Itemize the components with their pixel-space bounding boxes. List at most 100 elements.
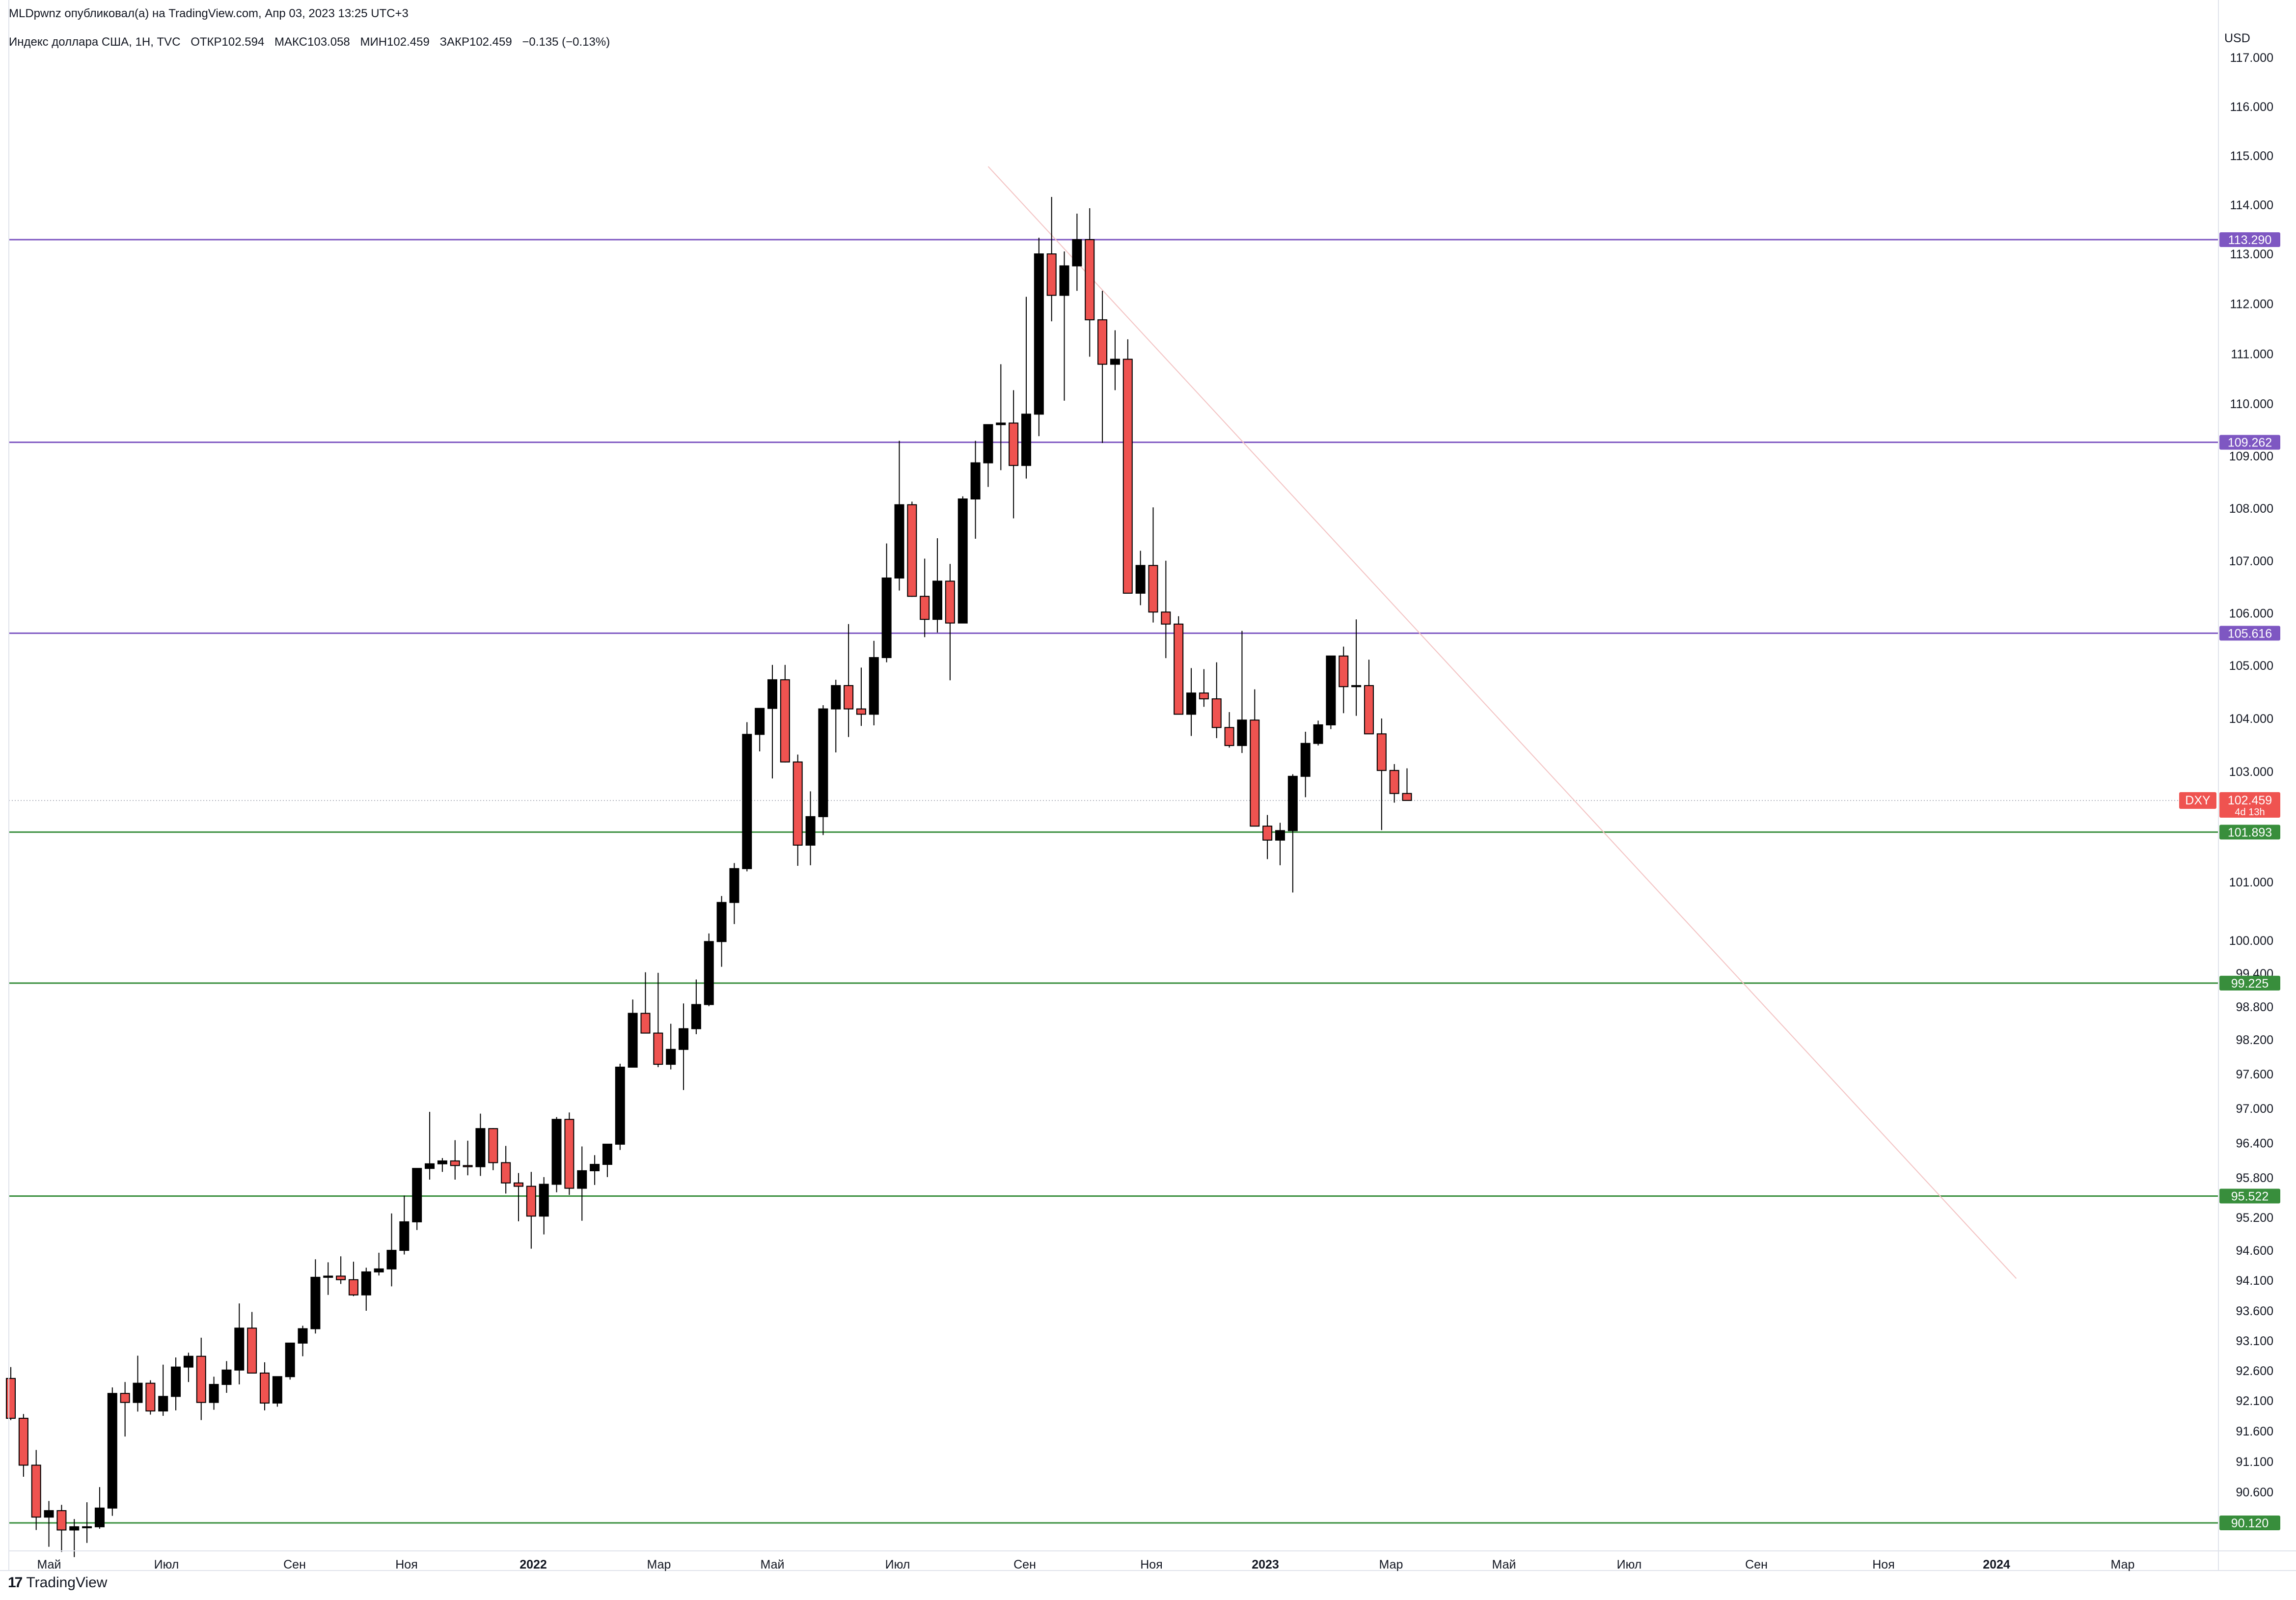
candle[interactable]: [577, 1146, 587, 1221]
candle[interactable]: [755, 708, 765, 751]
candle[interactable]: [310, 1259, 321, 1334]
candle[interactable]: [1402, 768, 1412, 801]
candle[interactable]: [412, 1168, 422, 1230]
candle[interactable]: [234, 1303, 245, 1385]
candle[interactable]: [767, 664, 777, 779]
candle[interactable]: [475, 1113, 486, 1176]
candle[interactable]: [158, 1364, 168, 1416]
candle[interactable]: [298, 1325, 308, 1356]
candle[interactable]: [564, 1112, 574, 1195]
candle[interactable]: [133, 1355, 143, 1412]
candle[interactable]: [514, 1173, 523, 1221]
candle[interactable]: [793, 754, 803, 866]
candle[interactable]: [386, 1213, 397, 1287]
candle[interactable]: [1211, 662, 1222, 738]
candle[interactable]: [970, 441, 981, 539]
candle[interactable]: [82, 1502, 92, 1543]
candle[interactable]: [1339, 646, 1349, 714]
symbol-info[interactable]: Индекс доллара США, 1Н, TVC: [9, 35, 181, 49]
candle[interactable]: [1376, 718, 1387, 830]
candle[interactable]: [729, 863, 739, 924]
candle[interactable]: [679, 1003, 689, 1090]
candle[interactable]: [145, 1380, 156, 1415]
candle[interactable]: [361, 1268, 371, 1311]
candle[interactable]: [1046, 197, 1057, 322]
candle[interactable]: [869, 640, 879, 726]
candle[interactable]: [348, 1262, 358, 1297]
candle[interactable]: [1389, 764, 1399, 803]
candle[interactable]: [260, 1362, 270, 1410]
candle[interactable]: [653, 972, 663, 1067]
candle[interactable]: [1224, 712, 1234, 748]
candle[interactable]: [805, 791, 816, 865]
candle[interactable]: [1364, 660, 1374, 735]
candle[interactable]: [1097, 291, 1108, 443]
candle[interactable]: [1326, 655, 1336, 729]
candle[interactable]: [1186, 668, 1197, 736]
candle[interactable]: [107, 1387, 117, 1516]
candle[interactable]: [856, 667, 866, 726]
candle[interactable]: [399, 1195, 410, 1255]
candle[interactable]: [272, 1376, 282, 1407]
candle[interactable]: [932, 538, 943, 633]
tradingview-logo[interactable]: 17 TradingView: [8, 1574, 107, 1591]
candle[interactable]: [120, 1382, 130, 1437]
candle[interactable]: [628, 999, 638, 1068]
candle[interactable]: [1059, 251, 1069, 401]
candle[interactable]: [1262, 815, 1273, 859]
candle[interactable]: [945, 564, 955, 681]
candle[interactable]: [437, 1158, 447, 1172]
candle[interactable]: [1021, 297, 1031, 479]
candle[interactable]: [1161, 560, 1171, 659]
candle[interactable]: [425, 1112, 435, 1180]
candle[interactable]: [209, 1377, 219, 1410]
candle[interactable]: [844, 624, 854, 737]
candle[interactable]: [615, 1064, 625, 1150]
candle[interactable]: [1072, 214, 1082, 291]
candle[interactable]: [590, 1155, 600, 1185]
candle[interactable]: [1250, 689, 1260, 827]
candle[interactable]: [780, 664, 790, 763]
candle[interactable]: [742, 722, 752, 872]
candle[interactable]: [666, 1023, 676, 1070]
candle[interactable]: [336, 1256, 346, 1284]
candle[interactable]: [1122, 339, 1133, 594]
candle[interactable]: [1300, 732, 1311, 798]
candle[interactable]: [31, 1450, 41, 1530]
candle[interactable]: [1237, 631, 1247, 753]
candle[interactable]: [1313, 720, 1323, 746]
candle[interactable]: [831, 680, 841, 753]
candle[interactable]: [247, 1312, 257, 1374]
candle[interactable]: [526, 1172, 536, 1249]
candle[interactable]: [818, 705, 828, 835]
candle[interactable]: [44, 1501, 54, 1547]
candle[interactable]: [1174, 616, 1184, 715]
candle[interactable]: [501, 1146, 511, 1194]
candle[interactable]: [1199, 669, 1209, 707]
candle[interactable]: [1148, 507, 1158, 623]
candle[interactable]: [171, 1357, 181, 1410]
candle[interactable]: [920, 558, 930, 637]
candle[interactable]: [957, 496, 968, 624]
candle[interactable]: [1009, 390, 1019, 519]
candle[interactable]: [488, 1128, 498, 1170]
candle[interactable]: [1085, 208, 1095, 357]
candle[interactable]: [450, 1140, 460, 1180]
candle[interactable]: [1275, 823, 1285, 865]
candle[interactable]: [18, 1414, 28, 1477]
candle[interactable]: [894, 441, 904, 591]
candle[interactable]: [285, 1342, 295, 1380]
candle[interactable]: [221, 1361, 232, 1393]
candle[interactable]: [196, 1337, 206, 1420]
candle[interactable]: [1110, 330, 1120, 390]
candle[interactable]: [1287, 774, 1298, 893]
candle[interactable]: [640, 972, 651, 1034]
candle[interactable]: [6, 1367, 16, 1420]
candle[interactable]: [374, 1252, 384, 1276]
candle[interactable]: [463, 1140, 473, 1176]
candle[interactable]: [56, 1505, 67, 1552]
candle[interactable]: [602, 1143, 612, 1177]
candle[interactable]: [1135, 551, 1146, 606]
candle[interactable]: [323, 1262, 333, 1295]
